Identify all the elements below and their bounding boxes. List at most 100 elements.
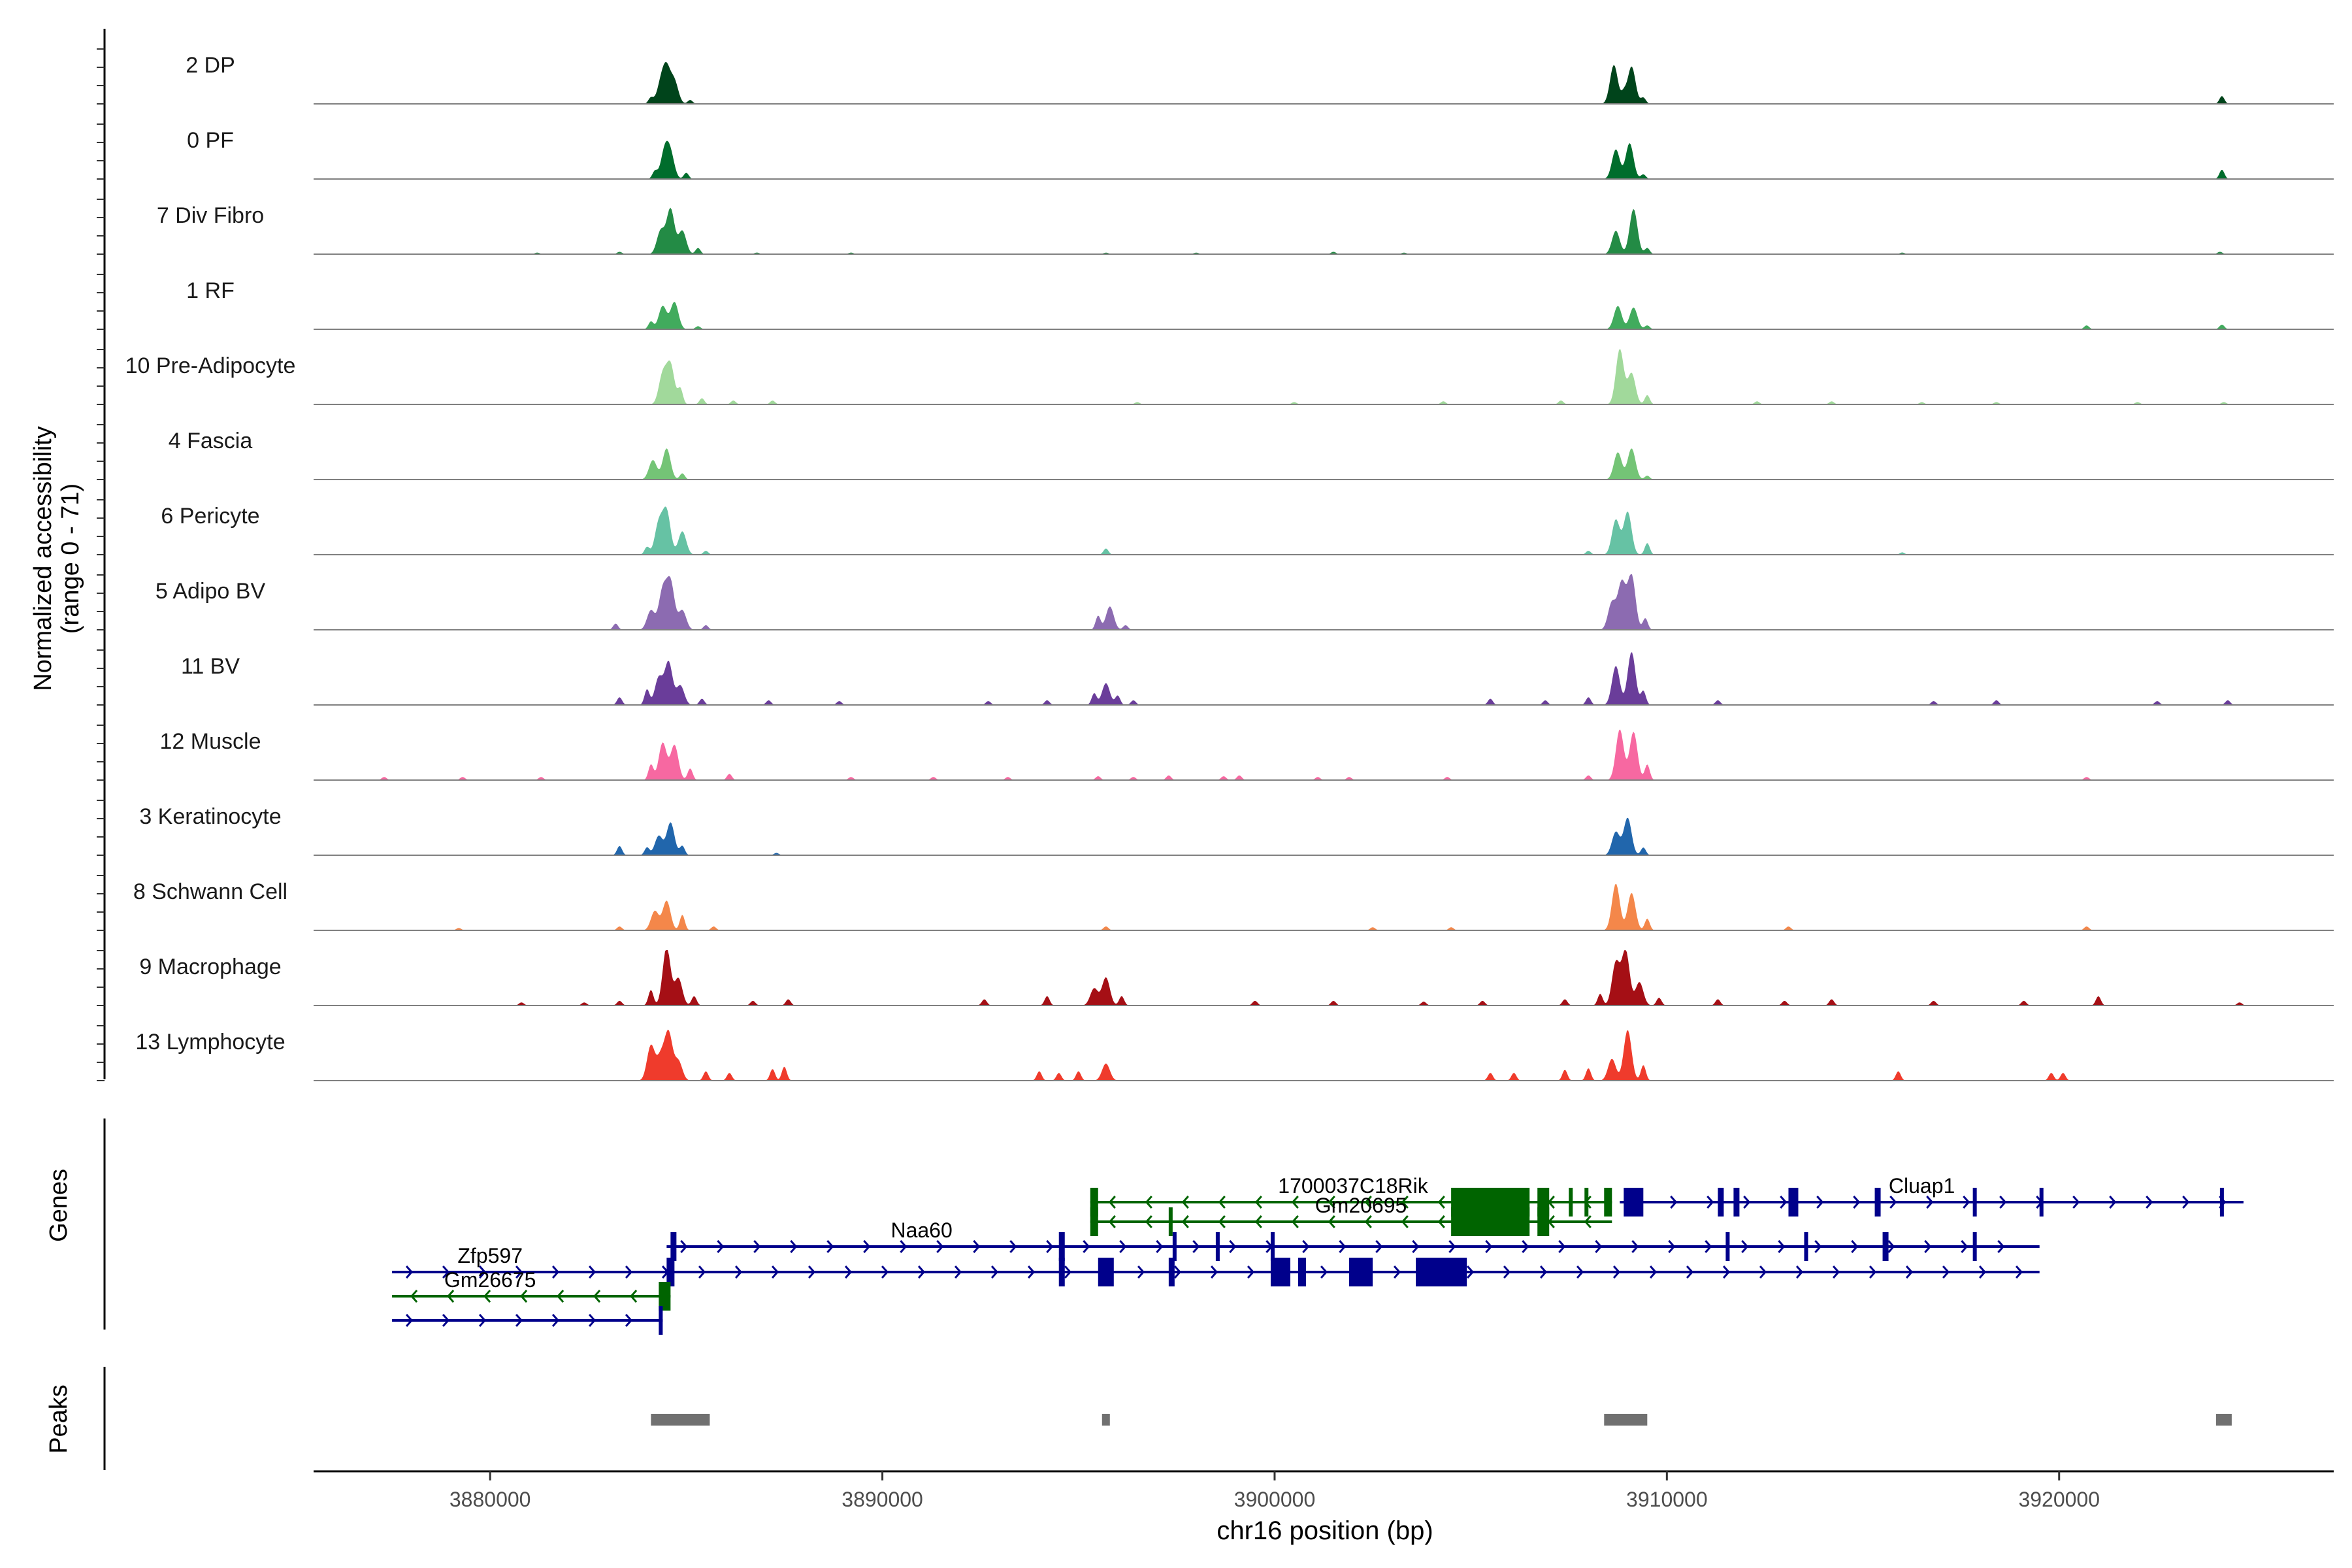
strand-arrow xyxy=(1320,1266,1328,1279)
track-7: 6 Pericyte xyxy=(161,504,2334,555)
strand-arrow xyxy=(1254,1215,1262,1228)
track-label-5: 10 Pre-Adipocyte xyxy=(125,353,296,378)
strand-arrow xyxy=(1705,1240,1712,1253)
exon-4-1 xyxy=(670,1232,677,1261)
strand-arrow xyxy=(1795,1266,1804,1279)
strand-arrow xyxy=(680,1240,688,1253)
strand-arrow xyxy=(1668,1240,1676,1253)
exon-4-2 xyxy=(1058,1232,1065,1261)
strand-arrow xyxy=(1145,1196,1152,1209)
strand-arrow xyxy=(625,1266,633,1279)
strand-arrow xyxy=(1686,1266,1694,1279)
track-11: 3 Keratinocyte xyxy=(139,804,2334,856)
strand-arrow xyxy=(1584,1215,1592,1228)
strand-arrow xyxy=(1759,1266,1767,1279)
strand-arrow xyxy=(863,1240,871,1253)
strand-arrow xyxy=(1576,1266,1584,1279)
track-9: 11 BV xyxy=(181,652,2334,706)
exon-2-4 xyxy=(1569,1188,1573,1217)
strand-arrow xyxy=(1229,1240,1237,1253)
strand-arrow xyxy=(442,1314,450,1327)
exon-4-5 xyxy=(1270,1232,1275,1261)
strand-arrow xyxy=(1046,1240,1054,1253)
strand-arrow xyxy=(1466,1266,1475,1279)
y-axis-label-line1: Normalized accessibility xyxy=(29,426,57,691)
peak-region-2 xyxy=(1102,1414,1110,1426)
track-13: 9 Macrophage xyxy=(139,950,2334,1006)
strand-arrow xyxy=(478,1314,487,1327)
peak-region-4 xyxy=(2215,1414,2232,1426)
track-area-3 xyxy=(314,207,2334,254)
exon-5-3 xyxy=(1098,1258,1114,1286)
strand-arrow xyxy=(2146,1196,2153,1209)
gene-label-6: Gm26675 xyxy=(444,1268,536,1292)
strand-arrow xyxy=(1328,1215,1335,1228)
track-area-6 xyxy=(314,448,2334,480)
track-label-12: 8 Schwann Cell xyxy=(133,879,287,904)
track-label-14: 13 Lymphocyte xyxy=(135,1030,285,1054)
track-area-8 xyxy=(314,574,2334,630)
strand-arrow xyxy=(1210,1266,1218,1279)
track-14: 13 Lymphocyte xyxy=(135,1030,2334,1081)
strand-arrow xyxy=(1924,1240,1932,1253)
strand-arrow xyxy=(442,1266,450,1279)
strand-arrow xyxy=(483,1290,491,1303)
x-tick-label-4: 3910000 xyxy=(1626,1488,1708,1511)
exon-1-7 xyxy=(2039,1188,2044,1217)
track-10: 12 Muscle xyxy=(160,729,2334,781)
strand-arrow xyxy=(1173,1266,1182,1279)
strand-arrow xyxy=(954,1266,962,1279)
strand-arrow xyxy=(1339,1240,1347,1253)
exon-1-5 xyxy=(1874,1188,1881,1217)
strand-arrow xyxy=(1156,1240,1164,1253)
track-area-12 xyxy=(314,883,2334,930)
strand-arrow xyxy=(1707,1196,1714,1209)
exon-3-2 xyxy=(1168,1207,1173,1236)
strand-arrow xyxy=(515,1314,523,1327)
peaks-panel-label: Peaks xyxy=(45,1384,73,1454)
strand-arrow xyxy=(551,1314,560,1327)
gene-label-2: 1700037C18Rik xyxy=(1278,1174,1429,1198)
strand-arrow xyxy=(1539,1266,1548,1279)
track-label-7: 6 Pericyte xyxy=(161,504,259,529)
x-tick-label-1: 3880000 xyxy=(449,1488,531,1511)
strand-arrow xyxy=(1743,1196,1751,1209)
gene-3: Gm20695 xyxy=(1090,1194,1612,1236)
strand-arrow xyxy=(1978,1266,1987,1279)
strand-arrow xyxy=(1401,1215,1409,1228)
track-5: 10 Pre-Adipocyte xyxy=(125,349,2334,405)
strand-arrow xyxy=(936,1240,944,1253)
strand-arrow xyxy=(1612,1266,1621,1279)
strand-arrow xyxy=(1999,1196,2007,1209)
strand-arrow xyxy=(826,1240,834,1253)
exon-5-8 xyxy=(1416,1258,1467,1286)
strand-arrow xyxy=(1741,1240,1749,1253)
track-6: 4 Fascia xyxy=(169,429,2334,480)
exon-7-1 xyxy=(659,1306,663,1335)
y-axis-label-line2: (range 0 - 71) xyxy=(57,483,84,634)
coverage-tracks: 2 DP 0 PF 7 Div Fibro 1 RF 10 Pre-Adipocyte 4… xyxy=(125,53,2334,1081)
strand-arrow xyxy=(1889,1196,1897,1209)
track-area-7 xyxy=(314,506,2334,555)
track-8: 5 Adipo BV xyxy=(155,574,2334,630)
exon-5-1 xyxy=(666,1258,675,1286)
x-tick-label-2: 3890000 xyxy=(841,1488,923,1511)
strand-arrow xyxy=(1942,1266,1950,1279)
strand-arrow xyxy=(1816,1196,1824,1209)
strand-arrow xyxy=(1364,1215,1372,1228)
strand-arrow xyxy=(1814,1240,1822,1253)
exon-6-1 xyxy=(659,1282,671,1311)
strand-arrow xyxy=(1649,1266,1658,1279)
strand-arrow xyxy=(1302,1240,1310,1253)
strand-arrow xyxy=(1437,1196,1445,1209)
strand-arrow xyxy=(1853,1196,1861,1209)
genes-panel-label: Genes xyxy=(45,1169,73,1242)
track-area-4 xyxy=(314,301,2334,329)
strand-arrow xyxy=(1108,1215,1116,1228)
exon-4-8 xyxy=(1882,1232,1889,1261)
strand-arrow xyxy=(1364,1196,1372,1209)
strand-arrow xyxy=(1328,1196,1335,1209)
strand-arrow xyxy=(1997,1240,2005,1253)
peak-region-1 xyxy=(651,1414,710,1426)
